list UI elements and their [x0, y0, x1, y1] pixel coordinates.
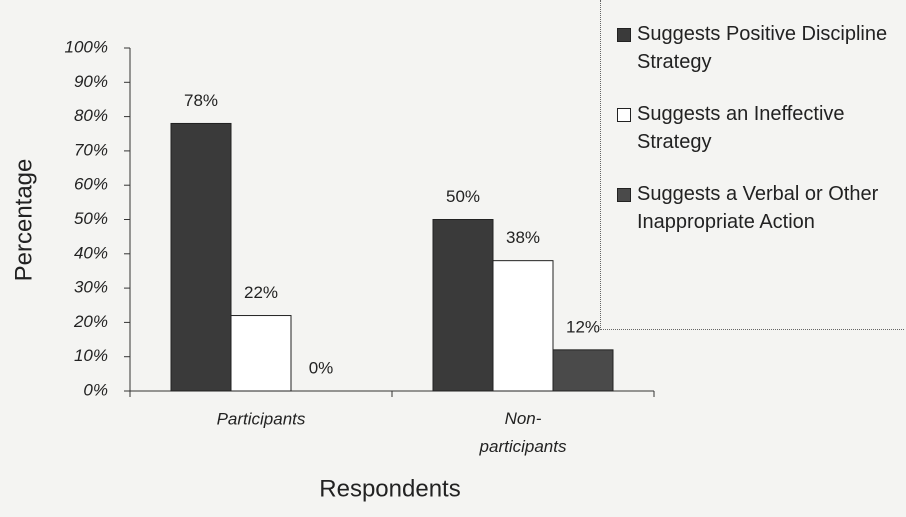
y-axis-title: Percentage: [10, 159, 37, 282]
y-tick-label: 100%: [65, 37, 108, 56]
legend-item: Suggests Positive Discipline Strategy: [617, 20, 900, 76]
x-tick-label: Participants: [217, 409, 306, 428]
y-tick-label: 0%: [83, 380, 108, 399]
bar: [230, 315, 292, 392]
value-label: 38%: [506, 228, 540, 247]
legend: Suggests Positive Discipline Strategy Sug…: [600, 0, 904, 330]
bar: [492, 260, 554, 392]
y-tick-label: 30%: [74, 278, 108, 297]
bar: [170, 122, 232, 392]
y-tick-label: 90%: [74, 72, 108, 91]
legend-item: Suggests a Verbal or Other Inappropriate…: [617, 180, 900, 236]
legend-swatch: [617, 28, 631, 42]
y-tick-label: 20%: [73, 312, 108, 331]
bar: [432, 219, 494, 392]
y-tick-label: 70%: [74, 140, 108, 159]
legend-item: Suggests an Ineffective Strategy: [617, 100, 900, 156]
y-tick-label: 10%: [74, 346, 108, 365]
value-label: 22%: [244, 283, 278, 302]
legend-label: Suggests an Ineffective Strategy: [637, 103, 845, 153]
legend-label: Suggests Positive Discipline Strategy: [637, 23, 888, 73]
legend-label: Suggests a Verbal or Other Inappropriate…: [637, 183, 879, 233]
value-label: 0%: [309, 358, 334, 377]
bar: [552, 349, 614, 392]
value-label: 78%: [184, 91, 218, 110]
value-label: 50%: [446, 187, 480, 206]
x-tick-label: Non-participants: [479, 409, 567, 456]
legend-swatch: [617, 188, 631, 202]
y-tick-label: 60%: [74, 175, 108, 194]
y-tick-label: 40%: [74, 243, 108, 262]
x-axis-title: Respondents: [319, 475, 460, 502]
y-tick-label: 80%: [74, 106, 108, 125]
value-label: 12%: [566, 317, 600, 336]
y-tick-label: 50%: [74, 209, 108, 228]
legend-swatch: [617, 108, 631, 122]
